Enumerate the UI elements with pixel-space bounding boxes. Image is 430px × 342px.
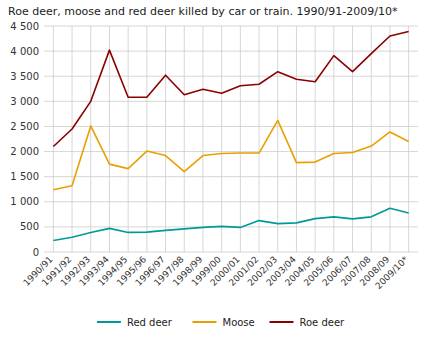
- y-tick-label: 2 500: [10, 121, 39, 132]
- title: Roe deer, moose and red deer killed by c…: [8, 5, 398, 18]
- x-grid-line: [333, 26, 334, 252]
- y-tick-label: 3 500: [10, 71, 39, 82]
- grid: [44, 26, 418, 252]
- y-grid-line: [44, 51, 418, 52]
- legend-label: Red deer: [127, 317, 173, 328]
- y-grid-line: [44, 252, 418, 253]
- y-grid-line: [44, 201, 418, 202]
- y-tick-label: 4 500: [10, 21, 39, 32]
- x-grid-line: [184, 26, 185, 252]
- y-grid-line: [44, 151, 418, 152]
- series-line: [53, 208, 408, 240]
- x-grid-line: [259, 26, 260, 252]
- x-grid-line: [165, 26, 166, 252]
- y-grid-line: [44, 126, 418, 127]
- x-tick-label: 2009/10*: [373, 254, 410, 291]
- chart: Roe deer, moose and red deer killed by c…: [0, 0, 430, 342]
- x-grid-line: [296, 26, 297, 252]
- legend: Red deer Moose Roe deer: [97, 317, 345, 328]
- x-grid-line: [277, 26, 278, 252]
- x-grid-line: [389, 26, 390, 252]
- x-grid-line: [371, 26, 372, 252]
- y-tick-label: 2 000: [10, 146, 39, 157]
- x-grid-line: [146, 26, 147, 252]
- y-grid-line: [44, 101, 418, 102]
- x-grid-line: [109, 26, 110, 252]
- series-line: [53, 120, 408, 189]
- chart-container: Roe deer, moose and red deer killed by c…: [0, 0, 430, 342]
- x-grid-line: [202, 26, 203, 252]
- x-grid-line: [240, 26, 241, 252]
- x-grid-line: [408, 26, 409, 252]
- series-line: [53, 32, 408, 147]
- legend-swatch: [97, 321, 121, 323]
- legend-swatch: [193, 321, 217, 323]
- y-tick-label: 3 000: [10, 96, 39, 107]
- x-grid-line: [53, 26, 54, 252]
- y-tick-label: 1 000: [10, 196, 39, 207]
- series-lines: [53, 32, 408, 241]
- y-tick-label: 500: [20, 221, 39, 232]
- y-grid-line: [44, 176, 418, 177]
- x-grid-line: [128, 26, 129, 252]
- x-grid-line: [221, 26, 222, 252]
- legend-label: Roe deer: [300, 317, 346, 328]
- y-tick-label: 0: [33, 247, 39, 258]
- legend-swatch: [270, 321, 294, 323]
- x-grid-line: [72, 26, 73, 252]
- y-tick-label: 4 000: [10, 46, 39, 57]
- y-grid-line: [44, 26, 418, 27]
- x-grid-line: [90, 26, 91, 252]
- y-tick-label: 1 500: [10, 171, 39, 182]
- legend-label: Moose: [223, 317, 255, 328]
